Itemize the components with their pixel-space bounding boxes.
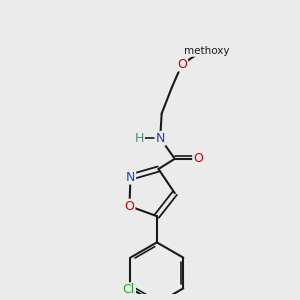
Text: O: O <box>193 152 203 165</box>
Text: N: N <box>126 171 135 184</box>
Text: N: N <box>155 132 165 145</box>
Text: O: O <box>177 58 187 70</box>
Text: H: H <box>134 132 144 145</box>
Text: O: O <box>124 200 134 213</box>
Text: methoxy: methoxy <box>184 46 230 56</box>
Text: Cl: Cl <box>123 283 135 296</box>
